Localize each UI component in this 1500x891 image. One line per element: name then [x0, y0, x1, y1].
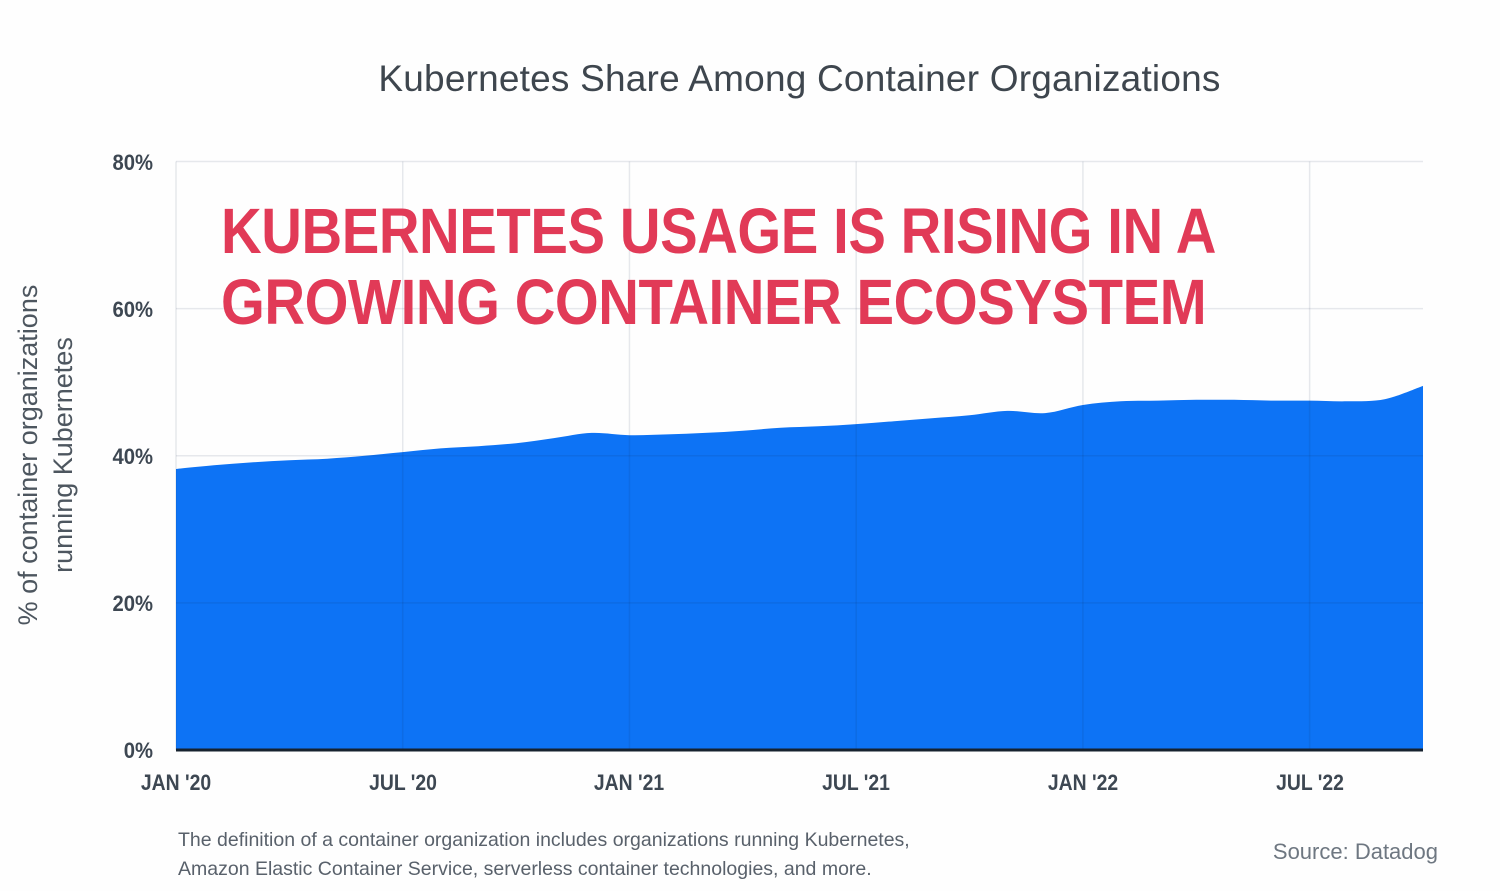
footnote-line2: Amazon Elastic Container Service, server… [178, 858, 872, 880]
footnote: The definition of a container organizati… [178, 826, 910, 884]
x-tick-label: JAN '20 [140, 770, 212, 795]
y-tick-label: 0% [123, 738, 153, 763]
y-tick-label: 80% [112, 149, 153, 175]
source-credit: Source: Datadog [1272, 839, 1438, 864]
overlay-headline-line1: KUBERNETES USAGE IS RISING IN A [221, 195, 1217, 267]
y-tick-label: 40% [112, 443, 153, 469]
x-tick-label: JAN '22 [1047, 770, 1119, 795]
gridlines [175, 160, 1423, 750]
x-tick-label: JAN '21 [594, 770, 665, 795]
y-tick-label: 60% [112, 296, 153, 322]
overlay-headline: KUBERNETES USAGE IS RISING IN A GROWING … [221, 196, 1216, 338]
kubernetes-share-area-series [176, 385, 1423, 750]
y-tick-label: 20% [112, 590, 153, 616]
x-tick-label: JUL '22 [1275, 770, 1344, 795]
footnote-line1: The definition of a container organizati… [178, 829, 910, 851]
x-tick-label: JUL '21 [822, 770, 891, 795]
chart-title: Kubernetes Share Among Container Organiz… [378, 58, 1221, 99]
overlay-headline-line2: GROWING CONTAINER ECOSYSTEM [221, 266, 1207, 338]
x-tick-label: JUL '20 [368, 770, 437, 795]
